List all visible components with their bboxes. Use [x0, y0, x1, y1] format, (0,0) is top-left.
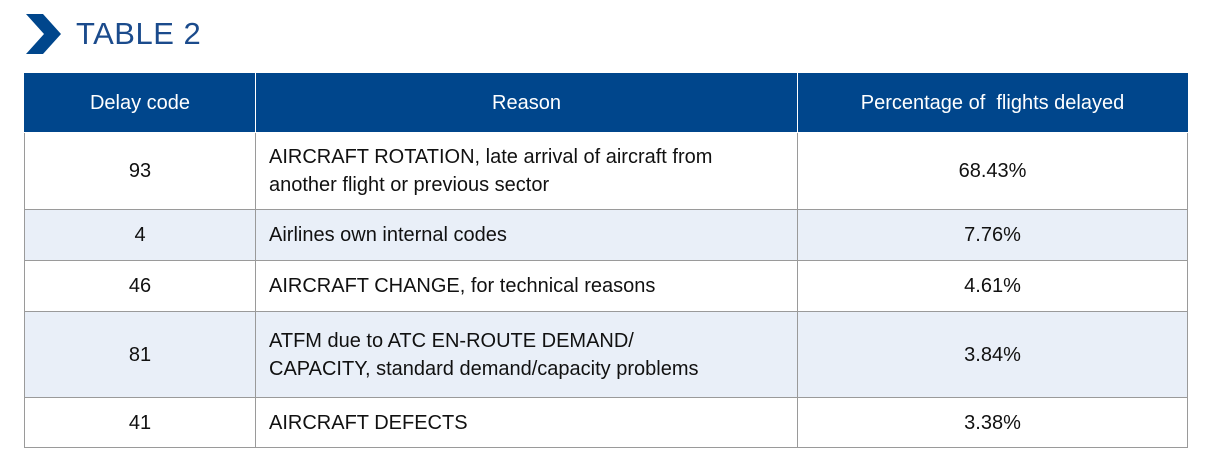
reason-line: AIRCRAFT CHANGE, for technical reasons — [269, 275, 656, 297]
reason-line: ATFM due to ATC EN-ROUTE DEMAND/ — [269, 329, 634, 352]
table-row: 93 AIRCRAFT ROTATION, late arrival of ai… — [24, 132, 1188, 210]
delay-table: Delay code Reason Percentage of flights … — [24, 73, 1188, 448]
chevron-right-icon — [26, 14, 61, 54]
percentage-cell: 7.76% — [797, 209, 1188, 261]
table-row: 4 Airlines own internal codes 7.76% — [24, 209, 1188, 261]
table-header-row: Delay code Reason Percentage of flights … — [24, 73, 1188, 133]
table-row: 81 ATFM due to ATC EN-ROUTE DEMAND/ CAPA… — [24, 311, 1188, 398]
title-row: TABLE 2 — [24, 12, 201, 56]
delay-code-cell: 93 — [24, 132, 256, 210]
delay-code-cell: 41 — [24, 397, 256, 448]
reason-cell: AIRCRAFT CHANGE, for technical reasons — [255, 260, 798, 312]
table-row: 46 AIRCRAFT CHANGE, for technical reason… — [24, 260, 1188, 312]
column-header-reason: Reason — [255, 73, 798, 133]
reason-cell: AIRCRAFT ROTATION, late arrival of aircr… — [255, 132, 798, 210]
delay-code-cell: 4 — [24, 209, 256, 261]
reason-line: AIRCRAFT DEFECTS — [269, 411, 468, 434]
reason-cell: ATFM due to ATC EN-ROUTE DEMAND/ CAPACIT… — [255, 311, 798, 398]
page-title: TABLE 2 — [76, 16, 202, 51]
reason-line: AIRCRAFT ROTATION, late arrival of aircr… — [269, 146, 713, 168]
percentage-cell: 4.61% — [797, 260, 1188, 312]
percentage-cell: 3.38% — [797, 397, 1188, 448]
reason-cell: AIRCRAFT DEFECTS — [255, 397, 798, 448]
column-header-percentage: Percentage of flights delayed — [797, 73, 1188, 133]
reason-line: Airlines own internal codes — [269, 224, 507, 246]
column-header-delay-code: Delay code — [24, 73, 256, 133]
reason-line: CAPACITY, standard demand/capacity probl… — [269, 357, 699, 380]
delay-code-cell: 81 — [24, 311, 256, 398]
delay-code-cell: 46 — [24, 260, 256, 312]
table-row: 41 AIRCRAFT DEFECTS 3.38% — [24, 397, 1188, 448]
percentage-cell: 3.84% — [797, 311, 1188, 398]
percentage-cell: 68.43% — [797, 132, 1188, 210]
reason-cell: Airlines own internal codes — [255, 209, 798, 261]
reason-line: another flight or previous sector — [269, 174, 550, 196]
